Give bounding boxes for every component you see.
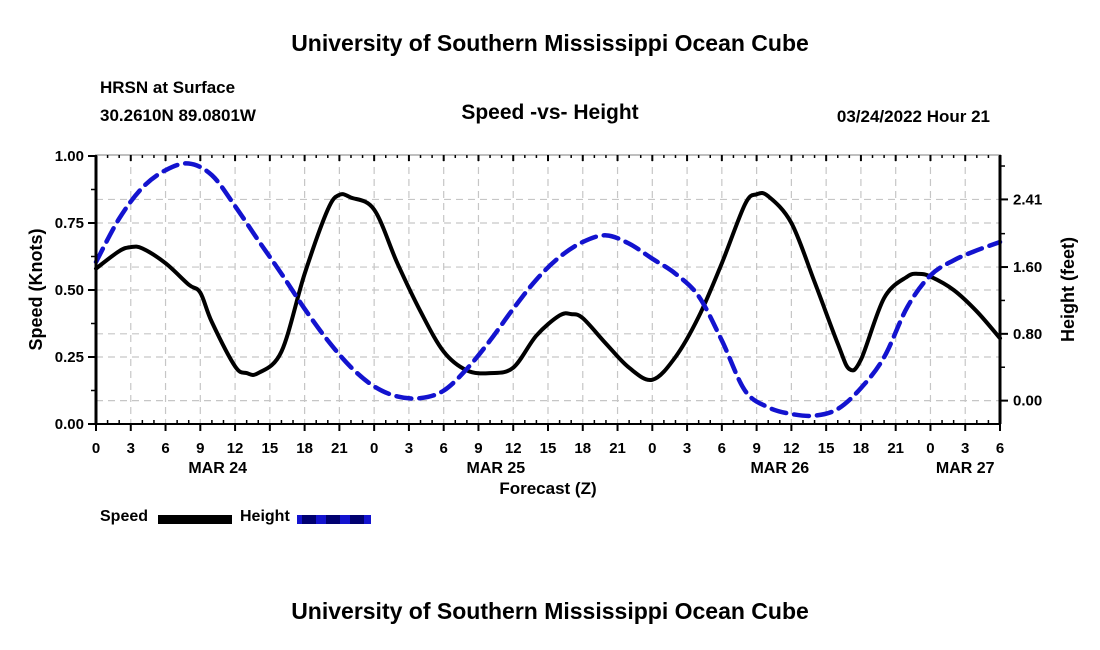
x-tick-label: 18 <box>574 440 591 457</box>
right-tick-label: 0.00 <box>1013 393 1042 410</box>
x-tick-label: 0 <box>370 440 378 457</box>
x-tick-label: 0 <box>648 440 656 457</box>
station-name: HRSN at Surface <box>100 78 236 97</box>
chart-title: Speed -vs- Height <box>461 101 639 124</box>
x-tick-label: 12 <box>227 440 244 457</box>
left-tick-label: 0.00 <box>55 416 84 433</box>
station-coordinates: 30.2610N 89.0801W <box>100 106 256 125</box>
right-axis-title: Height (feet) <box>1058 237 1078 342</box>
legend-height-label: Height <box>240 508 290 525</box>
x-tick-label: 21 <box>887 440 904 457</box>
x-tick-label: 6 <box>161 440 169 457</box>
left-axis-title: Speed (Knots) <box>26 228 46 350</box>
left-tick-label: 0.75 <box>55 215 84 232</box>
x-tick-label: 3 <box>961 440 969 457</box>
axis-labels: 0.00 0.25 0.50 0.75 1.00 0.00 0.80 1.60 2.41 0 3 6 9… <box>55 148 1042 477</box>
x-tick-label: 6 <box>996 440 1004 457</box>
x-tick-label: 18 <box>853 440 870 457</box>
legend-speed-swatch <box>158 515 232 524</box>
x-tick-label: 15 <box>262 440 279 457</box>
x-tick-label: 3 <box>405 440 413 457</box>
axis-ticks <box>88 155 1008 431</box>
x-tick-label: 12 <box>783 440 800 457</box>
x-tick-label: 3 <box>127 440 135 457</box>
x-tick-label: 9 <box>196 440 204 457</box>
x-tick-label: 18 <box>296 440 313 457</box>
x-tick-label: 6 <box>718 440 726 457</box>
left-tick-label: 1.00 <box>55 148 84 165</box>
left-tick-label: 0.50 <box>55 282 84 299</box>
x-tick-label: 0 <box>92 440 100 457</box>
height-curve <box>93 161 1003 419</box>
x-tick-label: 21 <box>331 440 348 457</box>
forecast-datetime: 03/24/2022 Hour 21 <box>836 107 990 126</box>
x-tick-label: 3 <box>683 440 691 457</box>
page-title-top: University of Southern Mississippi Ocean… <box>291 30 809 56</box>
day-label: MAR 24 <box>188 460 247 477</box>
legend-height-swatch <box>297 515 371 524</box>
page-title-bottom: University of Southern Mississippi Ocean… <box>291 598 809 624</box>
x-tick-label: 15 <box>818 440 835 457</box>
left-tick-label: 0.25 <box>55 349 84 366</box>
x-tick-label: 21 <box>609 440 626 457</box>
right-tick-label: 1.60 <box>1013 259 1042 276</box>
legend-speed-label: Speed <box>100 508 149 525</box>
day-label: MAR 26 <box>750 460 809 477</box>
right-tick-label: 0.80 <box>1013 326 1042 343</box>
x-tick-label: 0 <box>926 440 934 457</box>
day-label: MAR 27 <box>936 460 995 477</box>
x-axis-title: Forecast (Z) <box>499 479 596 498</box>
x-tick-label: 12 <box>505 440 522 457</box>
speed-curve <box>94 190 1002 383</box>
x-tick-label: 6 <box>440 440 448 457</box>
day-label: MAR 25 <box>467 460 526 477</box>
x-tick-label: 15 <box>540 440 557 457</box>
right-tick-label: 2.41 <box>1013 191 1042 208</box>
x-tick-label: 9 <box>474 440 482 457</box>
x-tick-label: 9 <box>752 440 760 457</box>
